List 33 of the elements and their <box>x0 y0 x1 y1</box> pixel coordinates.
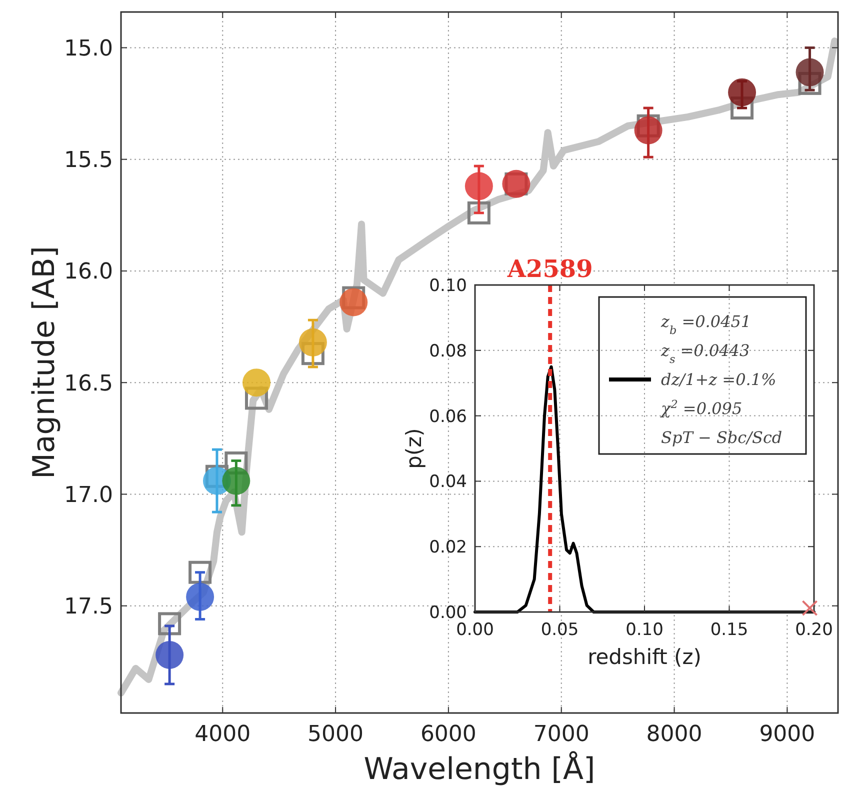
legend-label: dz/1+z =0.1% <box>661 370 776 390</box>
x-tick-label: 6000 <box>420 722 476 747</box>
y-tick-label: 0.06 <box>429 406 467 427</box>
y-axis-title: p(z) <box>402 428 426 469</box>
y-axis-title: Magnitude [AB] <box>26 246 62 479</box>
x-tick-label: 9000 <box>759 722 816 747</box>
x-tick-label: 5000 <box>308 722 364 747</box>
annotation: z$_{b}$ =0.0451 <box>660 312 752 337</box>
y-tick-label: 0.08 <box>429 341 467 362</box>
y-tick-label: 0.10 <box>429 276 467 296</box>
y-tick-label: 16.5 <box>64 371 113 396</box>
y-tick-label: 17.5 <box>64 594 113 620</box>
annotation: z$_{s}$ =0.0443 <box>660 341 750 366</box>
x-tick-label: 0.10 <box>626 620 664 640</box>
annotation: SpT − Sbc/Scd <box>661 428 782 448</box>
y-tick-label: 15.5 <box>64 148 113 174</box>
y-tick-label: 15.0 <box>64 36 113 62</box>
y-tick-label: 0.04 <box>429 472 467 492</box>
x-axis-title: redshift (z) <box>588 645 702 669</box>
y-tick-label: 17.0 <box>64 482 113 508</box>
x-tick-label: 0.15 <box>710 620 748 640</box>
x-tick-label: 0.00 <box>456 620 494 640</box>
annotation: χ$^{2}$ =0.095 <box>660 398 742 418</box>
ref-line-label: A2589 <box>506 254 593 283</box>
x-tick-label: 0.20 <box>795 620 833 640</box>
x-tick-label: 4000 <box>194 722 251 747</box>
y-tick-label: 0.00 <box>429 602 467 623</box>
x-tick-label: 0.05 <box>540 620 579 640</box>
x-tick-label: 8000 <box>646 722 702 747</box>
x-axis-title: Wavelength [Å] <box>364 751 596 787</box>
y-tick-label: 16.0 <box>64 260 113 285</box>
x-tick-label: 7000 <box>533 722 590 747</box>
y-tick-label: 0.02 <box>429 538 467 558</box>
